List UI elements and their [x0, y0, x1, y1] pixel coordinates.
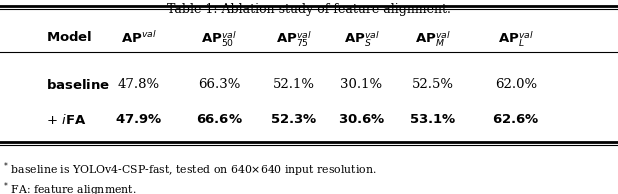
- Text: $\mathbf{52.3\%}$: $\mathbf{52.3\%}$: [270, 113, 317, 126]
- Text: $\mathbf{AP}^{val}_{L}$: $\mathbf{AP}^{val}_{L}$: [498, 30, 534, 49]
- Text: $\mathbf{Model}$: $\mathbf{Model}$: [46, 30, 93, 44]
- Text: $\mathbf{AP}^{val}$: $\mathbf{AP}^{val}$: [121, 30, 157, 46]
- Text: $\mathbf{AP}^{val}_{75}$: $\mathbf{AP}^{val}_{75}$: [276, 30, 311, 49]
- Text: $\mathbf{AP}^{val}_{50}$: $\mathbf{AP}^{val}_{50}$: [201, 30, 237, 49]
- Text: $\mathbf{AP}^{val}_{M}$: $\mathbf{AP}^{val}_{M}$: [415, 30, 451, 49]
- Text: $\mathbf{66.6\%}$: $\mathbf{66.6\%}$: [196, 113, 243, 126]
- Text: 62.0%: 62.0%: [495, 78, 537, 91]
- Text: 66.3%: 66.3%: [198, 78, 240, 91]
- Text: $\mathbf{baseline}$: $\mathbf{baseline}$: [46, 78, 111, 92]
- Text: 52.1%: 52.1%: [273, 78, 315, 91]
- Text: Table 1: Ablation study of feature alignment.: Table 1: Ablation study of feature align…: [167, 3, 451, 16]
- Text: 30.1%: 30.1%: [341, 78, 383, 91]
- Text: 47.8%: 47.8%: [118, 78, 160, 91]
- Text: 52.5%: 52.5%: [412, 78, 454, 91]
- Text: $^{*}$ FA: feature alignment.: $^{*}$ FA: feature alignment.: [3, 180, 137, 194]
- Text: $+\ \mathit{i}\mathbf{FA}$: $+\ \mathit{i}\mathbf{FA}$: [46, 113, 87, 126]
- Text: $\mathbf{47.9\%}$: $\mathbf{47.9\%}$: [116, 113, 163, 126]
- Text: $\mathbf{30.6\%}$: $\mathbf{30.6\%}$: [338, 113, 385, 126]
- Text: $^{*}$ baseline is YOLOv4-CSP-fast, tested on 640$\times$640 input resolution.: $^{*}$ baseline is YOLOv4-CSP-fast, test…: [3, 160, 377, 179]
- Text: $\mathbf{AP}^{val}_{S}$: $\mathbf{AP}^{val}_{S}$: [344, 30, 379, 49]
- Text: $\mathbf{62.6\%}$: $\mathbf{62.6\%}$: [493, 113, 540, 126]
- Text: $\mathbf{53.1\%}$: $\mathbf{53.1\%}$: [409, 113, 456, 126]
